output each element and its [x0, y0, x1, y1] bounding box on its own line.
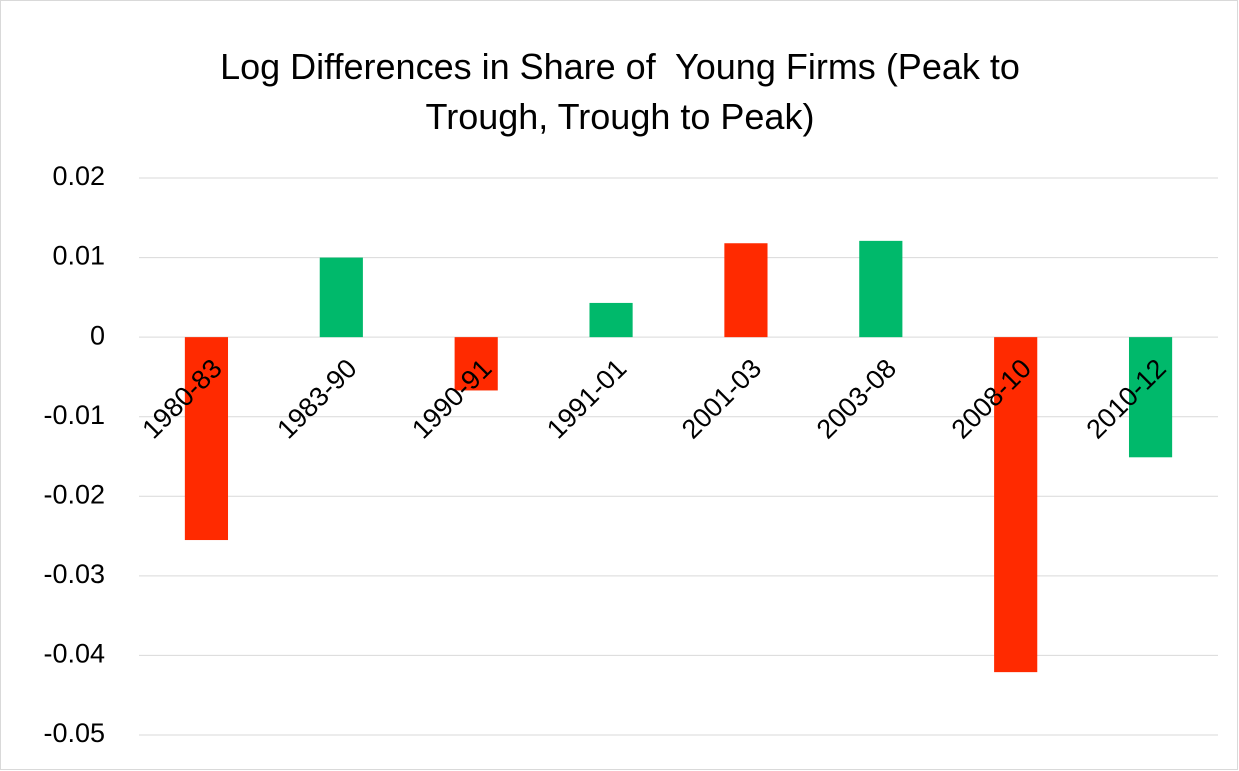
bar: [454, 337, 498, 391]
chart-title: Log Differences in Share of Young Firms …: [220, 46, 1030, 137]
y-tick-label: -0.02: [43, 479, 105, 509]
y-tick-label: -0.01: [43, 400, 105, 430]
bar: [1128, 337, 1173, 458]
x-tick-label: 1990-91: [406, 353, 497, 444]
x-tick-label: 1983-90: [271, 353, 362, 444]
y-tick-label: 0.01: [52, 241, 105, 271]
y-tick-label: -0.05: [43, 718, 105, 748]
bar: [859, 240, 903, 338]
y-tick-label: 0: [90, 320, 105, 350]
y-tick-label: -0.03: [43, 559, 105, 589]
y-tick-label: -0.04: [43, 639, 105, 669]
bar: [724, 243, 768, 338]
bar: [319, 257, 363, 338]
x-tick-label: 2003-08: [811, 353, 902, 444]
bar: [994, 337, 1038, 673]
x-tick-label: 2001-03: [676, 353, 767, 444]
x-tick-label: 1991-01: [541, 353, 632, 444]
bar: [184, 337, 229, 541]
y-tick-label: 0.02: [52, 161, 105, 191]
bar: [589, 302, 633, 338]
